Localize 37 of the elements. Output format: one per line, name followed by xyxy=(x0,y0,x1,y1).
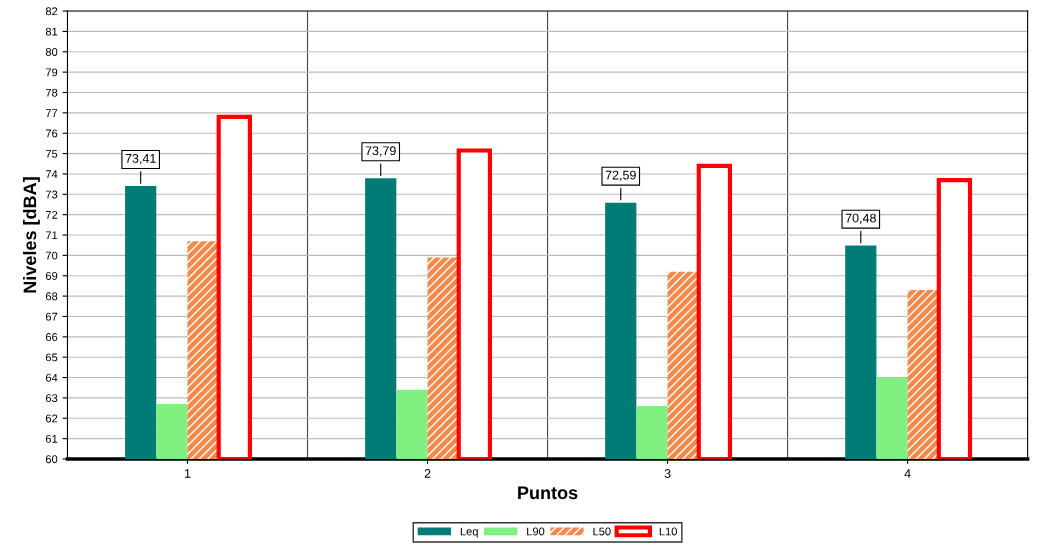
x-axis-title: Puntos xyxy=(518,486,578,500)
y-tick-label: 61 xyxy=(45,434,58,443)
legend-label: L10 xyxy=(659,527,677,536)
y-tick-label: 60 xyxy=(45,455,58,464)
y-tick-label: 68 xyxy=(45,292,58,301)
y-tick-label: 71 xyxy=(45,231,58,240)
y-tick-label: 69 xyxy=(45,272,58,280)
y-tick-label: 70 xyxy=(45,251,58,260)
legend-label: L90 xyxy=(527,527,545,536)
x-tick-label: 2 xyxy=(424,469,431,478)
data-label: 70,48 xyxy=(845,213,876,224)
y-tick-label: 64 xyxy=(45,373,58,382)
y-tick-label: 81 xyxy=(45,27,58,36)
y-tick-label: 73 xyxy=(45,190,58,199)
y-tick-label: 82 xyxy=(45,7,58,16)
data-label: 72,59 xyxy=(605,170,636,182)
y-tick-label: 78 xyxy=(45,88,58,97)
data-label: 73,41 xyxy=(125,153,156,165)
y-axis-title: Niveles [dBA] xyxy=(23,177,40,293)
data-label: 73,79 xyxy=(365,146,396,157)
y-tick-label: 72 xyxy=(45,210,58,219)
y-tick-label: 62 xyxy=(45,414,58,423)
y-tick-label: 75 xyxy=(45,149,58,158)
y-tick-label: 76 xyxy=(45,129,58,138)
y-tick-label: 79 xyxy=(45,68,58,77)
x-tick-label: 4 xyxy=(904,469,911,478)
y-tick-label: 80 xyxy=(45,48,58,56)
y-tick-label: 65 xyxy=(45,353,58,362)
y-tick-label: 77 xyxy=(45,109,58,117)
y-tick-label: 67 xyxy=(45,312,58,321)
y-tick-label: 63 xyxy=(45,394,58,403)
legend-label: Leq xyxy=(460,527,478,538)
x-tick-label: 3 xyxy=(664,469,671,478)
legend-label: L50 xyxy=(593,527,611,536)
y-tick-label: 74 xyxy=(45,170,58,178)
x-tick-label: 1 xyxy=(184,469,191,478)
y-tick-label: 66 xyxy=(45,333,58,341)
